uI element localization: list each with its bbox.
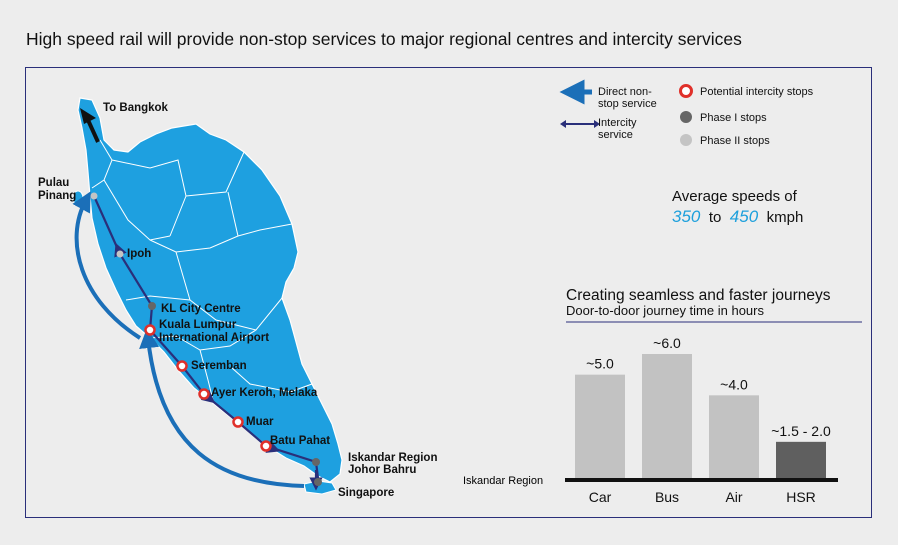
page-title: High speed rail will provide non-stop se… (26, 29, 742, 49)
label-johor-bahru: Johor Bahru (348, 464, 416, 476)
direct-routes (72, 191, 305, 488)
speed-line-1: Average speeds of (672, 188, 798, 205)
stop-seremban (176, 360, 188, 372)
to-bangkok-arrow (80, 108, 100, 143)
bar-value-hsr: ~1.5 - 2.0 (771, 423, 831, 439)
label-singapore: Singapore (338, 487, 394, 499)
bar-bus (642, 354, 692, 478)
label-international-airport: International Airport (159, 332, 269, 344)
bar-value-car: ~5.0 (586, 356, 614, 372)
bar-category-bus: Bus (655, 489, 679, 505)
bar-category-air: Air (725, 489, 742, 505)
bar-category-hsr: HSR (786, 489, 816, 505)
label-pulau: Pulau (38, 177, 69, 189)
label-ayer-keroh-melaka: Ayer Keroh, Melaka (211, 387, 318, 399)
infographic-panel (25, 67, 872, 518)
speed-unit: kmph (767, 209, 804, 226)
chart-subtitle: Door-to-door journey time in hours (566, 303, 764, 318)
label-iskandar-region: Iskandar Region (348, 452, 437, 464)
speed-line-2: 350 to 450 kmph (672, 207, 803, 226)
stop-singapore (314, 478, 322, 486)
stop-kl-city-centre (148, 302, 156, 310)
stop-batu-pahat (260, 440, 272, 452)
speed-callout: Average speeds of 350 to 450 kmph (672, 188, 803, 226)
bar-value-bus: ~6.0 (653, 335, 681, 351)
bar-air (709, 395, 759, 478)
legend-intercity-label-1: Intercity (598, 117, 637, 129)
legend-phase2-icon (680, 134, 692, 146)
chart-bars: ~5.0 Car ~6.0 Bus ~4.0 Air ~1.5 - 2.0 HSR (575, 335, 831, 505)
map-labels: To Bangkok Pulau Pinang Ipoh KL City Cen… (38, 102, 437, 499)
label-ipoh: Ipoh (127, 248, 151, 260)
chart-title: Creating seamless and faster journeys (566, 287, 831, 304)
stop-klia (144, 324, 156, 336)
bar-category-car: Car (589, 489, 612, 505)
stops (90, 192, 322, 486)
stop-ipoh (116, 250, 124, 258)
stop-ayer-keroh-melaka (198, 388, 210, 400)
label-seremban: Seremban (191, 360, 247, 372)
legend-intercity-label-2: service (598, 129, 633, 141)
stop-pulau-pinang (90, 192, 98, 200)
legend-potential-label: Potential intercity stops (700, 86, 814, 98)
legend-direct-label-2: stop service (598, 98, 657, 110)
chart-xlabel: Iskandar Region (463, 475, 543, 487)
bar-value-air: ~4.0 (720, 376, 748, 392)
direct-route-singapore-klia (139, 328, 305, 488)
speed-min: 350 (672, 207, 701, 226)
legend: Direct non- stop service Intercity servi… (559, 79, 814, 147)
label-to-bangkok: To Bangkok (103, 102, 169, 114)
label-kuala-lumpur: Kuala Lumpur (159, 319, 237, 331)
stop-iskandar-johor-bahru (312, 458, 320, 466)
state-borders (91, 139, 313, 405)
label-muar: Muar (246, 416, 274, 428)
legend-phase1-label: Phase I stops (700, 112, 767, 124)
speed-to: to (709, 209, 722, 226)
speed-max: 450 (730, 207, 759, 226)
journey-time-chart: Creating seamless and faster journeys Do… (463, 287, 862, 505)
legend-phase2-label: Phase II stops (700, 135, 770, 147)
label-kl-city-centre: KL City Centre (161, 303, 241, 315)
bar-hsr (776, 441, 826, 478)
label-batu-pahat: Batu Pahat (270, 435, 330, 447)
label-pinang: Pinang (38, 190, 76, 202)
legend-direct-label-1: Direct non- (598, 86, 652, 98)
peninsular-malaysia-land (77, 97, 343, 483)
bar-car (575, 374, 625, 478)
stop-muar (232, 416, 244, 428)
direct-route-klia-pulau-pinang (72, 191, 142, 340)
legend-potential-stop-icon (679, 84, 693, 98)
legend-phase1-icon (680, 111, 692, 123)
